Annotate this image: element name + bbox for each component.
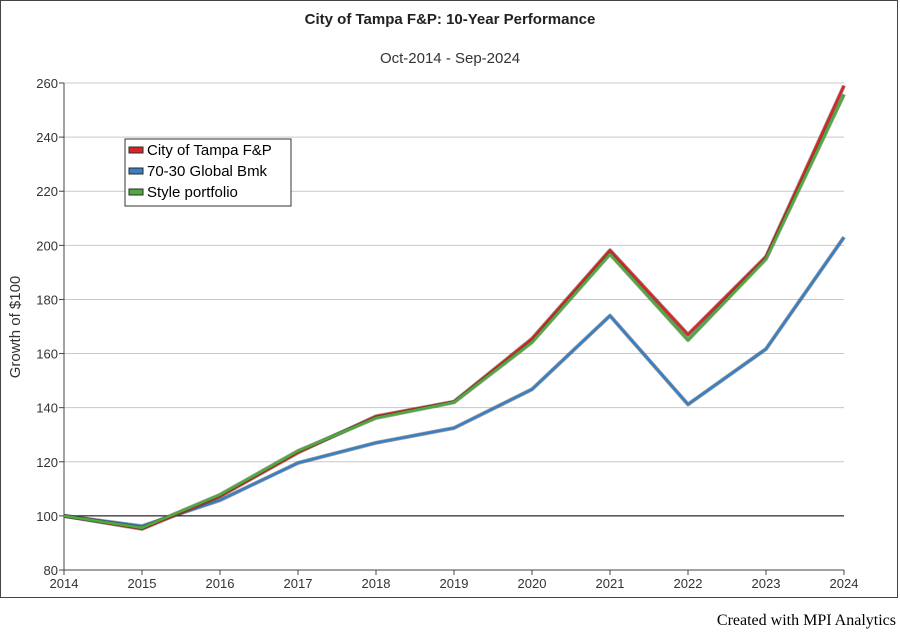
y-tick-label-220: 220 [36, 184, 58, 199]
series-outline-70-30-global-bmk [63, 236, 846, 529]
legend: City of Tampa F&P 70-30 Global Bmk Style p… [124, 138, 292, 207]
y-tick-label-260: 260 [36, 76, 58, 91]
x-tick-label-2024: 2024 [830, 576, 859, 591]
legend-swatch-city-of-tampa-f-p [128, 146, 144, 154]
series-line-style-portfolio [63, 93, 846, 530]
legend-label-city-of-tampa-f-p: City of Tampa F&P [147, 142, 272, 159]
axis-layer: 80 100 120 140 160 180 200 220 240 260 2014 2015 201… [36, 76, 858, 591]
x-tick-label-2018: 2018 [362, 576, 391, 591]
y-tick-label-160: 160 [36, 347, 58, 362]
x-tick-label-2017: 2017 [284, 576, 313, 591]
y-tick-label-200: 200 [36, 238, 58, 253]
y-tick-label-120: 120 [36, 455, 58, 470]
y-tick-label-240: 240 [36, 130, 58, 145]
x-tick-label-2020: 2020 [518, 576, 547, 591]
legend-label-style-portfolio: Style portfolio [147, 184, 238, 201]
legend-label-70-30-global-bmk: 70-30 Global Bmk [147, 163, 268, 180]
y-tick-label-140: 140 [36, 401, 58, 416]
legend-box [124, 138, 292, 207]
line-chart: City of Tampa F&P: 10-Year Performance O… [7, 11, 858, 591]
credit-text: Created with MPI Analytics [716, 612, 896, 629]
series-layer [63, 84, 846, 531]
series-line-70-30-global-bmk [63, 236, 846, 528]
y-tick-label-100: 100 [36, 509, 58, 524]
y-tick-label-180: 180 [36, 292, 58, 307]
x-tick-label-2016: 2016 [206, 576, 235, 591]
grid-layer [64, 82, 844, 517]
legend-swatch-70-30-global-bmk [128, 167, 144, 175]
x-tick-label-2021: 2021 [596, 576, 625, 591]
legend-swatch-style-portfolio [128, 188, 144, 196]
chart-title: City of Tampa F&P: 10-Year Performance [305, 11, 596, 28]
x-tick-label-2015: 2015 [128, 576, 157, 591]
x-tick-label-2023: 2023 [752, 576, 781, 591]
x-tick-label-2014: 2014 [50, 576, 79, 591]
y-axis-label: Growth of $100 [7, 276, 24, 379]
chart-subtitle: Oct-2014 - Sep-2024 [380, 50, 520, 67]
x-tick-label-2022: 2022 [674, 576, 703, 591]
y-tick-label-80: 80 [44, 563, 58, 578]
chart-frame [0, 0, 898, 598]
x-tick-label-2019: 2019 [440, 576, 469, 591]
